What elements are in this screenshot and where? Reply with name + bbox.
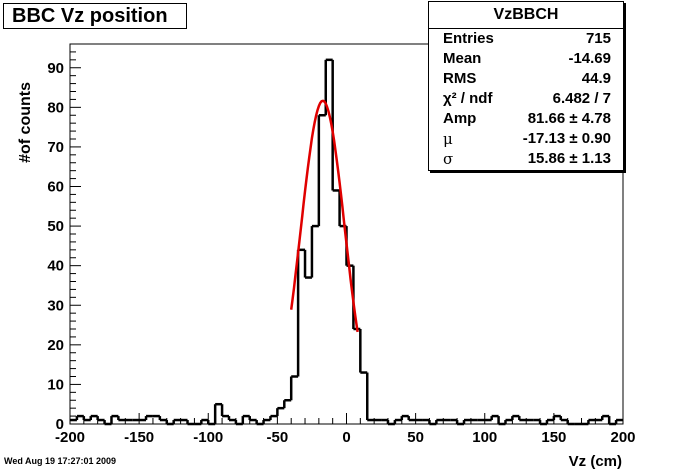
stats-row-entries: Entries 715	[429, 29, 623, 49]
y-tick-label: 30	[47, 297, 64, 314]
x-tick-label: 150	[541, 429, 566, 446]
y-tick-label: 70	[47, 139, 64, 156]
y-tick-label: 50	[47, 218, 64, 235]
y-tick-label: 10	[47, 376, 64, 393]
fit-series	[289, 99, 359, 333]
timestamp: Wed Aug 19 17:27:01 2009	[4, 456, 117, 466]
stats-value: -14.69	[568, 50, 611, 67]
x-tick-label: -100	[193, 429, 223, 446]
y-tick-label: 90	[47, 60, 64, 77]
y-tick-label: 20	[47, 337, 64, 354]
stats-box: VzBBCH Entries 715 Mean -14.69 RMS 44.9 …	[428, 1, 624, 171]
axis-ticks: -200 -150 -100 -50 0 50 100 150 200 0 10 20 30 40 50 60…	[47, 43, 636, 446]
stats-row-amp: Amp 81.66 ± 4.78	[429, 109, 623, 129]
y-tick-label: 0	[56, 416, 64, 433]
stats-value: 15.86 ± 1.13	[527, 150, 611, 167]
stats-key: μ	[443, 130, 453, 148]
stats-key: Mean	[443, 50, 482, 67]
stats-row-mean: Mean -14.69	[429, 49, 623, 69]
x-axis-label: Vz (cm)	[569, 453, 622, 470]
stats-value: 6.482 / 7	[552, 90, 611, 107]
stats-key: RMS	[443, 70, 477, 87]
stats-key: σ	[443, 150, 454, 168]
x-tick-label: -200	[55, 429, 85, 446]
stats-row-rms: RMS 44.9	[429, 69, 623, 89]
stats-value: -17.13 ± 0.90	[522, 130, 611, 147]
stats-box-title: VzBBCH	[429, 2, 623, 29]
stats-value: 81.66 ± 4.78	[527, 110, 611, 127]
plot-title: BBC Vz position	[3, 3, 187, 29]
stats-key: χ² / ndf	[443, 90, 493, 107]
y-axis-label: #of counts	[17, 82, 34, 163]
x-tick-label: 50	[407, 429, 424, 446]
x-tick-label: -150	[124, 429, 154, 446]
x-tick-label: -50	[267, 429, 289, 446]
x-tick-label: 100	[472, 429, 497, 446]
y-tick-label: 80	[47, 99, 64, 116]
stats-value: 44.9	[581, 70, 611, 87]
x-tick-label: 200	[610, 429, 635, 446]
stats-key: Amp	[443, 110, 477, 127]
fit-curve	[289, 99, 359, 333]
stats-key: Entries	[443, 30, 494, 47]
stats-row-sigma: σ 15.86 ± 1.13	[429, 149, 623, 169]
y-tick-label: 40	[47, 258, 64, 275]
stats-value: 715	[585, 30, 611, 47]
stats-row-mu: μ -17.13 ± 0.90	[429, 129, 623, 149]
stats-row-chi2: χ² / ndf 6.482 / 7	[429, 89, 623, 109]
y-tick-label: 60	[47, 179, 64, 196]
x-tick-label: 0	[342, 429, 350, 446]
